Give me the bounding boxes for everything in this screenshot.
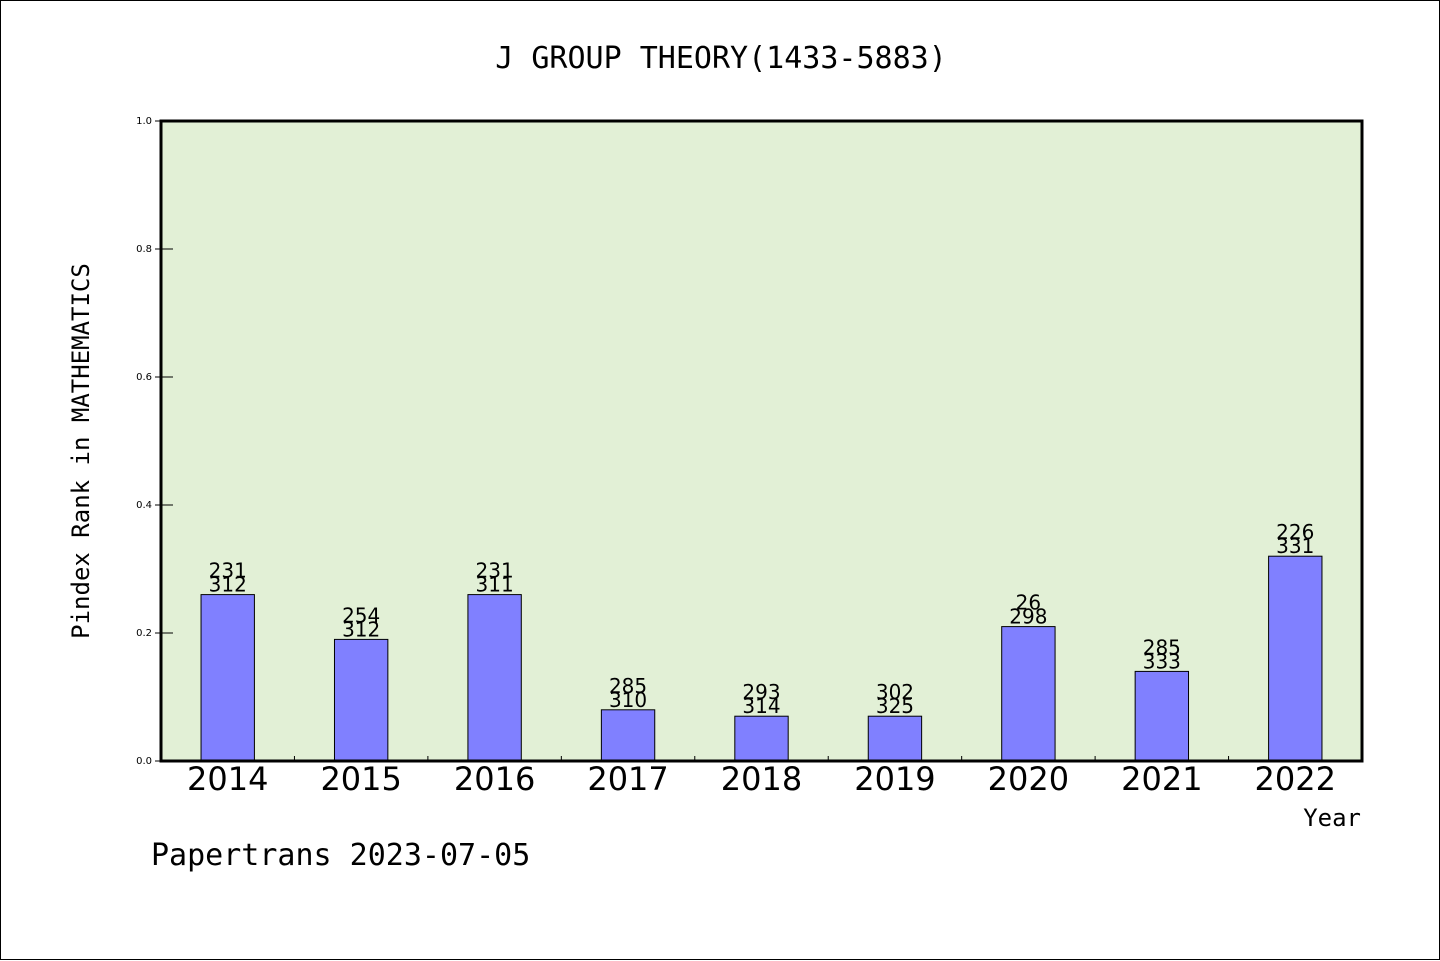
y-axis-label: Pindex Rank in MATHEMATICS — [67, 263, 95, 639]
x-tick-label-2022: 2022 — [1255, 760, 1336, 798]
bar-2021 — [1134, 670, 1190, 762]
y-tick-label-5: 1.0 — [136, 116, 152, 127]
bar-label-bottom-2015: 312 — [342, 617, 380, 641]
bar-2015 — [333, 638, 389, 762]
bar-label-top-2016: 231 — [476, 559, 514, 583]
y-tick-label-1: 0.2 — [136, 628, 152, 639]
bar-label-top-2020: 26 — [1016, 591, 1041, 615]
plot-frame — [159, 119, 1364, 763]
bar-label-bottom-2019: 325 — [876, 694, 914, 718]
bar-2017 — [600, 709, 656, 762]
x-axis-ticks: 2014 2015 2016 2017 2018 2019 2020 2021 2022 — [187, 756, 1336, 798]
y-tick-label-3: 0.6 — [136, 372, 152, 383]
bar-2014 — [200, 594, 255, 762]
y-tick-label-0: 0.0 — [136, 756, 152, 767]
x-tick-label-2015: 2015 — [320, 760, 401, 798]
bar-2019 — [867, 715, 923, 762]
footer-credit: Papertrans 2023-07-05 — [151, 838, 530, 873]
x-axis-label: Year — [1303, 804, 1361, 832]
y-tick-label-2: 0.4 — [136, 500, 152, 511]
bar-label-bottom-2020: 298 — [1009, 605, 1047, 629]
x-tick-label-2020: 2020 — [988, 760, 1069, 798]
bar-2020 — [1001, 626, 1056, 762]
bar-label-top-2015: 254 — [342, 603, 380, 627]
bar-label-top-2019: 302 — [876, 680, 914, 704]
bar-label-bottom-2022: 331 — [1276, 534, 1314, 558]
bar-label-bottom-2014: 312 — [209, 573, 247, 597]
x-tick-label-2019: 2019 — [854, 760, 935, 798]
bar-label-bottom-2016: 311 — [476, 573, 514, 597]
bar-label-bottom-2021: 333 — [1143, 649, 1181, 673]
bar-label-bottom-2018: 314 — [742, 694, 780, 718]
bar-label-top-2021: 285 — [1143, 635, 1181, 659]
bar-2016 — [467, 594, 522, 762]
bar-2022 — [1268, 555, 1323, 762]
bars-layer — [200, 555, 1323, 762]
x-tick-label-2017: 2017 — [587, 760, 668, 798]
x-tick-label-2018: 2018 — [721, 760, 802, 798]
bar-label-top-2022: 226 — [1276, 520, 1314, 544]
bar-label-top-2017: 285 — [609, 674, 647, 698]
y-tick-label-4: 0.8 — [136, 244, 152, 255]
bar-2018 — [734, 715, 789, 762]
bar-label-top-2014: 231 — [209, 559, 247, 583]
chart-title: J GROUP THEORY(1433-5883) — [495, 41, 947, 76]
x-tick-label-2016: 2016 — [454, 760, 535, 798]
x-tick-label-2021: 2021 — [1121, 760, 1202, 798]
bar-label-bottom-2017: 310 — [609, 688, 647, 712]
x-tick-label-2014: 2014 — [187, 760, 268, 798]
bar-label-top-2018: 293 — [742, 680, 780, 704]
